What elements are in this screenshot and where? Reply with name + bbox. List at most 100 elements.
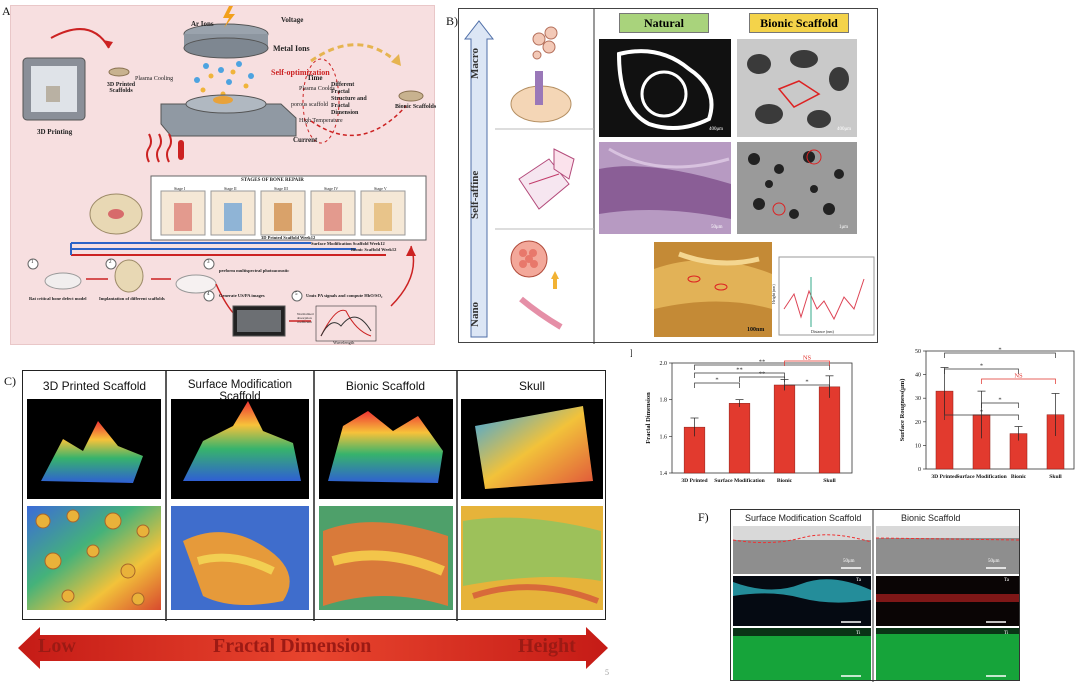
chart-d-ytick-label-0: 1.4	[660, 471, 668, 477]
fractal-dimension-arrow: Low Fractal Dimension Height	[18, 627, 608, 669]
chart-d-svg: 1.4 1.6 1.8 2.0 3D Printed Surface Modificati…	[645, 355, 853, 484]
chart-d-bar-1	[728, 403, 751, 474]
step-num-2: 2	[109, 260, 112, 265]
page-number: 5	[605, 668, 609, 677]
step-num-5: 5	[295, 292, 298, 297]
f-scale-1: 50μm	[843, 559, 855, 564]
chart-e-sig-label-4: *	[980, 409, 983, 416]
chart-e-surface-roughness: 0 10 20 30 40 50 3D Printed Surface Modificatio…	[880, 345, 1080, 485]
chart-e-sig-label-0: *	[998, 347, 1001, 354]
height-axis-label: Height (nm)	[771, 284, 776, 304]
nano-label: Nano	[469, 301, 481, 327]
self-optimization-label: Self-optimization	[271, 68, 330, 77]
chart-d-sig-label-5: NS	[803, 355, 812, 362]
panel-label-c: C)	[4, 374, 16, 388]
chart-e-ytick-label-1: 10	[915, 443, 921, 449]
stage-label-5: Stage V	[374, 186, 387, 191]
chart-e-xtick-label-0: 3D Printed	[931, 474, 958, 480]
distance-label: Distance (nm)	[811, 329, 834, 334]
chart-e-sig-bracket-0	[944, 352, 1056, 358]
high-temperature-label: High Temperature	[299, 118, 343, 124]
scale-nano: 100nm	[747, 327, 765, 333]
chart-e-plot-frame	[925, 350, 1075, 470]
panel-c-surfaces: 3D Printed Scaffold Surface Modification…	[22, 370, 606, 621]
stage-label-1: Stage I	[174, 186, 186, 191]
chart-e-ytick-label-4: 40	[915, 373, 921, 379]
printed-scaffolds-label: 3D Printed Scaffolds	[106, 82, 136, 94]
panel-f-illustration	[732, 510, 1020, 682]
arrow-center-label: Fractal Dimension	[213, 635, 372, 657]
chart-e-sig-label-2: NS	[1014, 373, 1023, 380]
panel-label-f: F)	[698, 510, 709, 524]
panel-a-illustration	[22, 6, 427, 342]
chart-e-ytick-label-0: 0	[918, 467, 921, 473]
chart-d-sig-bracket-1	[694, 372, 785, 378]
stages-title: STAGES OF BONE REPAIR	[241, 178, 304, 183]
arrow-high-label: Height	[518, 635, 576, 657]
current-label: Current	[293, 136, 318, 144]
c-title-surface-mod: Surface Modification Scaffold	[187, 379, 293, 403]
plasma-cooling2-label: Plasma Coolds	[299, 86, 335, 92]
f-col2-title: Bionic Scaffold	[901, 513, 961, 523]
chart-d-ylabel: Fractal Dimension	[645, 392, 652, 444]
track-label-1: 3D Printed Scaffold Week12	[261, 235, 316, 240]
chart-d-sig-bracket-5	[784, 360, 830, 366]
panel-label-b: B)	[446, 14, 458, 28]
scale-bionic-2: 1μm	[839, 225, 849, 230]
chart-d-sig-bracket-3	[739, 376, 785, 382]
chart-d-sig-label-3: **	[759, 371, 766, 378]
scale-bionic-1: 400μm	[837, 127, 852, 132]
porous-scaffold-label: porous scaffold	[291, 102, 329, 108]
chart-e-sig-label-3: *	[998, 397, 1001, 404]
step-num-3: 3	[207, 260, 210, 265]
chart-e-sig-bracket-3	[981, 402, 1019, 408]
c-title-bionic: Bionic Scaffold	[345, 379, 426, 393]
arrow-low-label: Low	[38, 635, 76, 657]
step-text-4: Generate US/PA images	[219, 293, 265, 298]
track-label-3: Bionic Scaffold Week12	[351, 247, 397, 252]
chart-e-sig-label-1: *	[980, 363, 983, 370]
stage-label-2: Stage II	[224, 186, 237, 191]
chart-e-sig-bracket-2	[981, 378, 1056, 384]
step-text-5: Umix PA signals and compute HbO/SO₂	[306, 293, 383, 298]
chart-d-bar-2	[773, 384, 796, 474]
chart-d-sig-bracket-0	[694, 364, 830, 370]
wavelength-label: Wavelength	[333, 340, 355, 345]
chart-d-sig-label-0: **	[759, 359, 766, 366]
chart-e-xtick-label-3: Skull	[1049, 474, 1062, 480]
step-num-1: 1	[31, 260, 34, 265]
chart-e-sig-bracket-4	[944, 414, 1019, 420]
f-ta-label-2: Ta	[1004, 578, 1009, 583]
chart-d-sig-label-4: *	[805, 379, 808, 386]
bionic-scaffolds-label: Bionic Scaffolds	[395, 104, 437, 110]
chart-d-ytick-label-2: 1.8	[660, 398, 668, 404]
chart-e-ytick-label-3: 30	[915, 396, 921, 402]
step-text-1: Rat critical bone defect model	[29, 296, 87, 301]
panel-b-comparison: Natural Bionic Scaffold Macro Self-affin…	[458, 8, 878, 344]
chart-d-xtick-label-2: Bionic	[777, 478, 793, 484]
f-ti-label-1: Ti	[856, 631, 861, 636]
scale-natural-1: 400μm	[709, 127, 724, 132]
chart-e-sig-bracket-1	[944, 368, 1019, 374]
track-label-2: Surface Modification Scaffold Week12	[311, 241, 385, 246]
metal-ions-label: Metal Ions	[273, 44, 310, 53]
fractal-structure-label: Different Fractal Structure and Fractal …	[331, 82, 367, 116]
ar-ions-label: Ar Ions	[191, 20, 214, 28]
chart-d-xtick-label-3: Skull	[823, 478, 836, 484]
f-scale-2: 50μm	[988, 559, 1000, 564]
self-affine-label: Self-affine	[469, 170, 481, 219]
chart-e-ytick-label-5: 50	[915, 349, 921, 355]
panel-b-illustration	[463, 9, 875, 344]
stage-label-3: Stage III	[274, 186, 288, 191]
chart-d-fractal-dimension: 1.4 1.6 1.8 2.0 3D Printed Surface Modificati…	[632, 345, 860, 485]
chart-d-plot-frame	[671, 362, 853, 474]
f-col1-title: Surface Modification Scaffold	[745, 513, 862, 523]
c-title-3d-printed: 3D Printed Scaffold	[42, 379, 147, 393]
c-title-skull: Skull	[518, 379, 545, 393]
chart-d-ytick-label-3: 2.0	[660, 361, 668, 367]
chart-d-sig-bracket-4	[784, 384, 830, 390]
chart-d-sig-bracket-2	[694, 382, 740, 388]
time-label: Time	[307, 74, 323, 82]
bionic-scaffold-tag: Bionic Scaffold	[749, 13, 849, 33]
